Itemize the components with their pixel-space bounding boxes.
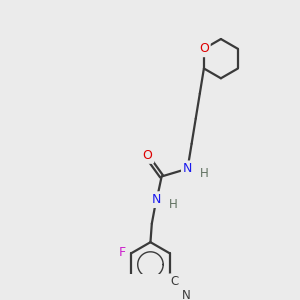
Text: F: F — [119, 246, 126, 259]
Text: O: O — [142, 149, 152, 162]
Text: H: H — [169, 198, 178, 211]
Text: N: N — [152, 193, 161, 206]
Text: N: N — [182, 289, 190, 300]
Text: N: N — [183, 162, 192, 175]
Text: O: O — [199, 42, 209, 55]
Text: C: C — [170, 275, 178, 288]
Text: H: H — [200, 167, 208, 180]
